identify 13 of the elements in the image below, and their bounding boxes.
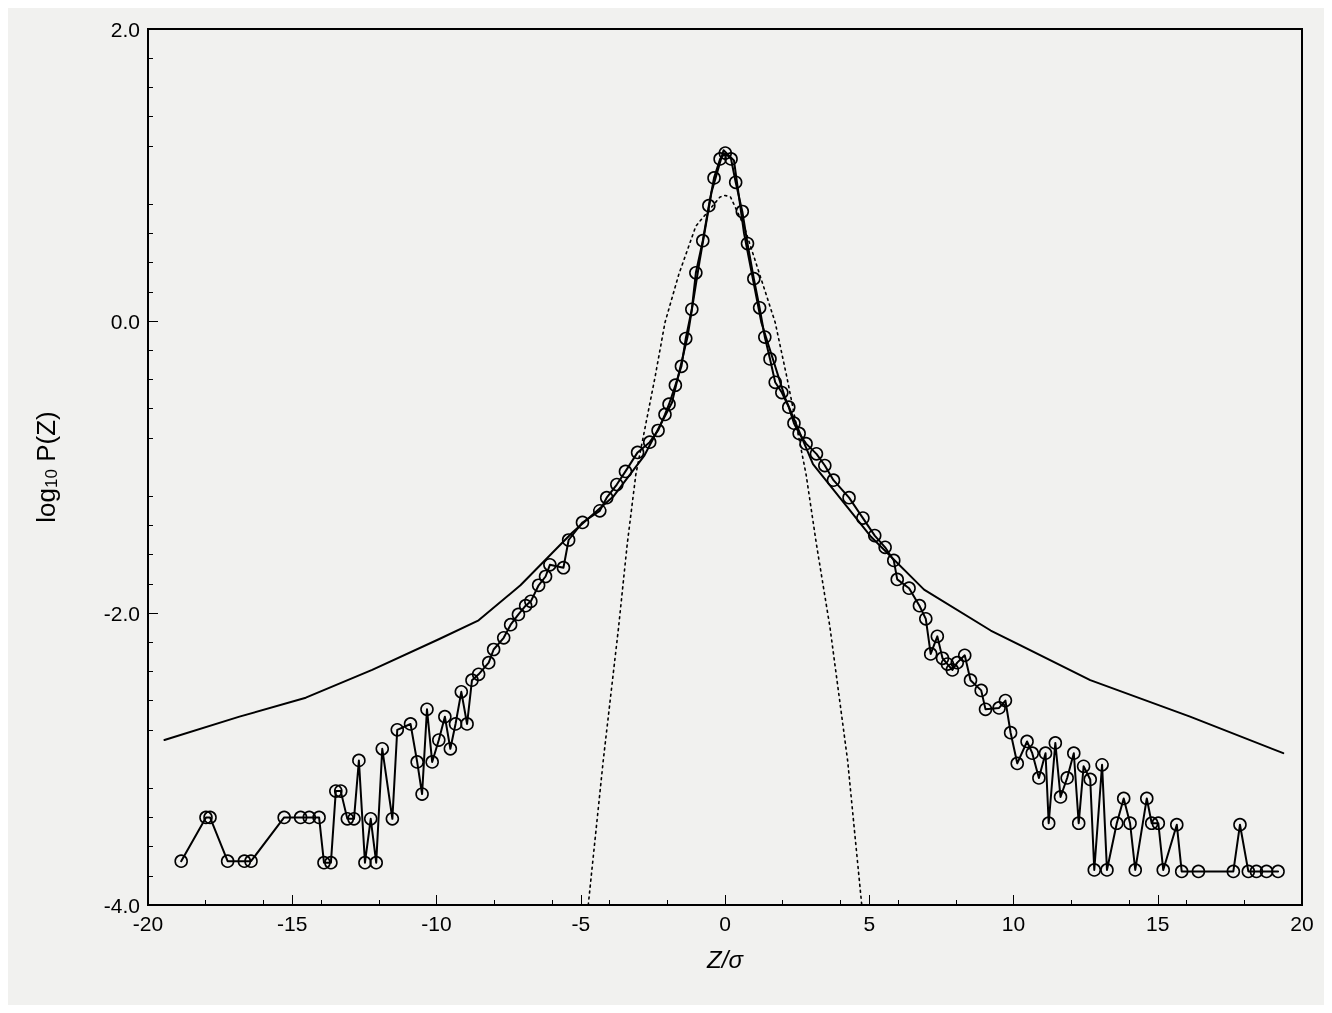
y-tick-label: 2.0: [110, 17, 140, 41]
x-tick-label: 10: [1001, 912, 1026, 935]
x-tick-label: 15: [1146, 912, 1170, 935]
y-tick-label: 0.0: [110, 309, 140, 333]
y-tick-label: -2.0: [103, 601, 140, 625]
x-tick-label: -15: [277, 912, 308, 935]
x-tick-label: -10: [421, 912, 452, 935]
x-tick-label: 0: [719, 912, 731, 935]
x-axis-title: Z/σ: [706, 945, 745, 973]
x-tick-label: -5: [571, 912, 591, 935]
y-axis-title: log10 P(Z): [30, 411, 61, 523]
x-tick-label: 20: [1290, 912, 1314, 935]
x-tick-label: 5: [863, 912, 876, 935]
